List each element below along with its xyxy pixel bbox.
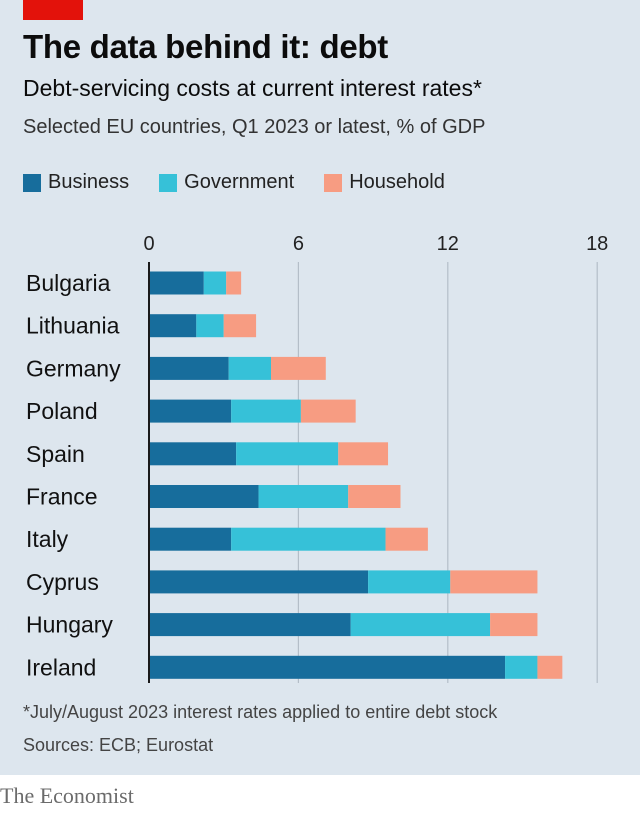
legend-swatch-business	[23, 173, 41, 192]
bar-household-cyprus	[450, 570, 538, 594]
legend-item-household: Household	[324, 171, 445, 194]
bar-household-ireland	[537, 655, 563, 679]
brand-red-tag	[23, 0, 83, 20]
bar-government-bulgaria	[203, 271, 227, 295]
category-label: Cyprus	[26, 569, 99, 595]
x-tick-label: 6	[293, 233, 304, 255]
category-label: Spain	[26, 441, 85, 467]
legend: Business Government Household	[23, 171, 445, 194]
bar-business-spain	[149, 442, 237, 466]
legend-swatch-household	[324, 173, 343, 192]
bar-household-bulgaria	[226, 271, 242, 295]
legend-swatch-government	[159, 173, 178, 192]
chart-title: The data behind it: debt	[23, 28, 388, 65]
bar-government-poland	[231, 399, 301, 423]
source-note: Sources: ECB; Eurostat	[23, 735, 214, 755]
legend-label-business: Business	[48, 171, 130, 193]
chart-subtitle: Debt-servicing costs at current interest…	[23, 75, 482, 101]
category-label: Hungary	[26, 612, 113, 638]
economist-logo-text: The Economist	[0, 783, 134, 808]
category-label: Germany	[26, 355, 121, 381]
bar-business-poland	[149, 399, 232, 423]
bar-business-italy	[149, 527, 232, 551]
bar-business-hungary	[149, 613, 351, 637]
bar-household-germany	[271, 356, 326, 380]
category-label: France	[26, 484, 98, 510]
bar-government-germany	[228, 356, 272, 380]
x-tick-label: 18	[586, 233, 608, 255]
bar-government-france	[258, 485, 349, 508]
footnote: *July/August 2023 interest rates applied…	[23, 702, 498, 722]
category-label: Ireland	[26, 654, 96, 680]
legend-label-government: Government	[184, 171, 295, 193]
chart-card: The data behind it: debt Debt-servicing …	[0, 0, 640, 775]
bar-business-bulgaria	[149, 271, 204, 295]
bar-household-poland	[300, 399, 356, 423]
bar-household-italy	[385, 527, 428, 551]
bar-government-lithuania	[196, 314, 224, 338]
bar-business-cyprus	[149, 570, 369, 594]
bar-government-cyprus	[368, 570, 451, 594]
bar-business-germany	[149, 356, 229, 380]
bar-household-spain	[338, 442, 389, 466]
bar-government-ireland	[505, 655, 538, 679]
bar-chart: 0 6 12 18 Bulgaria Lithuania Germany Poland Spai…	[26, 233, 608, 683]
category-label: Poland	[26, 398, 98, 424]
x-tick-label: 0	[143, 233, 154, 255]
chart-description: Selected EU countries, Q1 2023 or latest…	[23, 116, 486, 138]
category-label: Lithuania	[26, 313, 120, 339]
bar-business-ireland	[149, 655, 506, 679]
bar-household-lithuania	[223, 314, 257, 338]
bar-government-italy	[231, 527, 386, 551]
bar-government-spain	[236, 442, 339, 466]
bar-household-hungary	[490, 613, 538, 637]
x-tick-label: 12	[437, 233, 459, 255]
bar-business-france	[149, 485, 259, 508]
legend-item-business: Business	[23, 171, 129, 194]
bar-business-lithuania	[149, 314, 197, 338]
bar-household-france	[348, 485, 401, 508]
category-label: Italy	[26, 526, 69, 552]
legend-label-household: Household	[349, 171, 445, 193]
legend-item-government: Government	[159, 171, 294, 194]
bar-government-hungary	[350, 613, 491, 637]
category-label: Bulgaria	[26, 270, 111, 296]
